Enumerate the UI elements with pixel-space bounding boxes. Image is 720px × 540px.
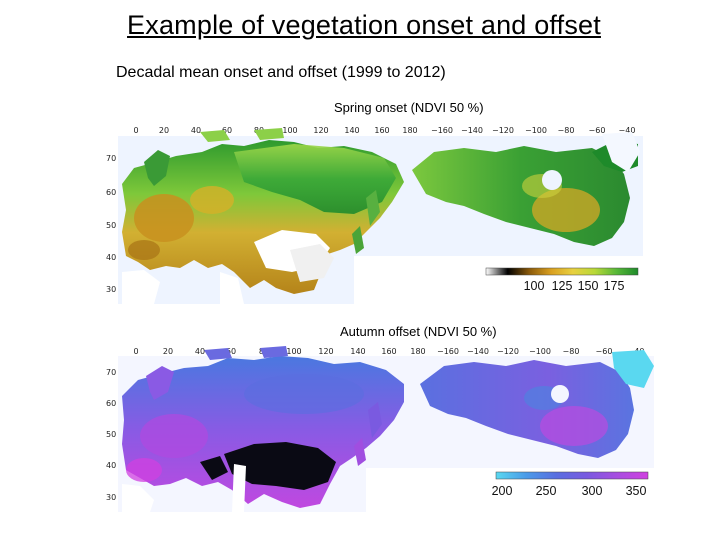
slide-title: Example of vegetation onset and offset <box>127 10 601 40</box>
lat-tick-label: 70 <box>106 154 116 163</box>
lat-tick-label: 30 <box>106 285 116 294</box>
lon-tick-label: −100 <box>529 347 551 356</box>
lon-tick-label: 100 <box>282 126 297 135</box>
slide-subtitle: Decadal mean onset and offset (1999 to 2… <box>116 64 446 81</box>
colorbar-tick-label: 350 <box>626 484 647 498</box>
latitude-tick-labels: 70 60 50 40 30 <box>106 368 116 502</box>
spring-onset-map: 0 20 40 60 80 100 120 140 160 180 −160 −… <box>106 126 652 306</box>
lon-tick-label: −60 <box>596 347 613 356</box>
eurasia-landmass <box>122 128 404 304</box>
lon-tick-label: −100 <box>525 126 547 135</box>
lon-tick-label: 160 <box>374 126 389 135</box>
lon-tick-label: −140 <box>467 347 489 356</box>
latitude-tick-labels: 70 60 50 40 30 <box>106 154 116 294</box>
lat-tick-label: 40 <box>106 253 116 262</box>
lon-tick-label: 100 <box>286 347 301 356</box>
lon-tick-label: −80 <box>558 126 575 135</box>
lon-tick-label: 180 <box>402 126 417 135</box>
lon-tick-label: −120 <box>492 126 514 135</box>
north-america-landmass <box>420 350 654 458</box>
lat-tick-label: 40 <box>106 461 116 470</box>
lon-tick-label: −140 <box>461 126 483 135</box>
lat-tick-label: 50 <box>106 430 116 439</box>
colorbar-tick-label: 125 <box>552 279 573 293</box>
colorbar-tick-label: 200 <box>492 484 513 498</box>
autumn-offset-colorbar: 200 250 300 350 <box>492 471 649 498</box>
lat-tick-label: 60 <box>106 399 116 408</box>
colorbar-tick-label: 150 <box>578 279 599 293</box>
lon-tick-label: 0 <box>133 126 138 135</box>
lon-tick-label: −60 <box>589 126 606 135</box>
lon-tick-label: 60 <box>226 347 236 356</box>
colorbar-tick-label: 300 <box>582 484 603 498</box>
lon-tick-label: −120 <box>497 347 519 356</box>
lat-tick-label: 50 <box>106 221 116 230</box>
lat-tick-label: 60 <box>106 188 116 197</box>
colorbar-tick-label: 100 <box>524 279 545 293</box>
lon-tick-label: 180 <box>410 347 425 356</box>
north-america-landmass <box>412 132 640 246</box>
autumn-offset-map: 0 20 40 60 80 100 120 140 160 180 −160 −… <box>106 346 656 514</box>
lat-tick-label: 30 <box>106 493 116 502</box>
spring-onset-caption: Spring onset (NDVI 50 %) <box>334 100 484 115</box>
lon-tick-label: 120 <box>318 347 333 356</box>
spring-onset-colorbar: 100 125 150 175 <box>485 267 639 293</box>
lon-tick-label: 160 <box>381 347 396 356</box>
colorbar-gradient <box>495 471 649 480</box>
lon-tick-label: 60 <box>222 126 232 135</box>
lon-tick-label: 120 <box>313 126 328 135</box>
colorbar-tick-label: 175 <box>604 279 625 293</box>
lon-tick-label: −40 <box>619 126 636 135</box>
lon-tick-label: 140 <box>344 126 359 135</box>
lon-tick-label: 0 <box>133 347 138 356</box>
lon-tick-label: −160 <box>437 347 459 356</box>
lat-tick-label: 70 <box>106 368 116 377</box>
lon-tick-label: 20 <box>163 347 173 356</box>
autumn-offset-caption: Autumn offset (NDVI 50 %) <box>340 324 497 339</box>
lon-tick-label: 40 <box>191 126 201 135</box>
lon-tick-label: 140 <box>350 347 365 356</box>
lon-tick-label: −160 <box>431 126 453 135</box>
colorbar-tick-label: 250 <box>536 484 557 498</box>
lon-tick-label: 20 <box>159 126 169 135</box>
lon-tick-label: 40 <box>195 347 205 356</box>
lon-tick-label: −80 <box>563 347 580 356</box>
eurasia-landmass <box>122 346 404 512</box>
colorbar-gradient <box>485 267 639 276</box>
